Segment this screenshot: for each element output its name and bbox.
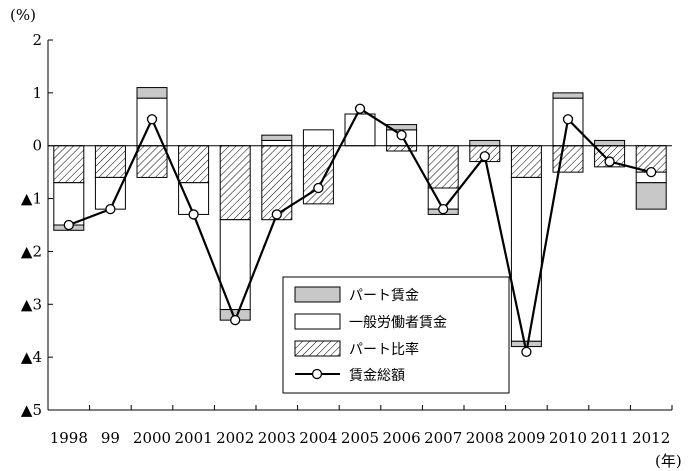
y-tick-label: 1 — [32, 84, 42, 102]
point-total-wage — [188, 209, 199, 220]
bar-part-wage — [594, 139, 626, 147]
bar-part-wage — [635, 182, 667, 210]
bar-part-wage — [136, 87, 168, 99]
bar-part-ratio — [386, 145, 418, 152]
legend-swatch-part-ratio — [294, 340, 341, 357]
x-unit-label: (年) — [655, 452, 682, 470]
bar-part-wage — [386, 124, 418, 131]
bar-general-wage — [53, 182, 85, 226]
legend-label-general-wage: 一般労働者賃金 — [349, 315, 447, 331]
x-tick-label: 1998 — [50, 429, 88, 447]
point-total-wage — [146, 114, 158, 125]
y-tick-label: 0 — [32, 137, 42, 155]
legend-label-total-wage: 賃金総額 — [349, 368, 405, 384]
bar-part-ratio — [427, 145, 459, 189]
bars-layer — [53, 87, 667, 348]
y-tick-label: ▲2 — [21, 242, 42, 260]
point-total-wage — [354, 103, 366, 114]
legend: パート賃金 一般労働者賃金 パート比率 賃金総額 — [282, 276, 510, 394]
point-total-wage — [63, 219, 74, 231]
point-total-wage — [230, 314, 241, 326]
bar-part-wage — [552, 92, 584, 99]
point-total-wage — [521, 346, 532, 358]
bar-general-wage — [510, 176, 542, 342]
point-total-wage — [271, 209, 282, 220]
legend-label-part-wage: パート賃金 — [349, 288, 419, 304]
x-tick-label: 2007 — [424, 429, 462, 447]
y-unit-label: (%) — [10, 6, 36, 24]
point-total-wage — [646, 166, 657, 178]
point-total-wage — [562, 114, 574, 125]
bar-part-ratio — [136, 145, 168, 178]
x-tick-label: 99 — [101, 429, 120, 447]
point-total-wage — [396, 129, 407, 141]
bar-general-wage — [302, 129, 334, 147]
x-tick-label: 2004 — [299, 429, 337, 447]
bar-part-ratio — [552, 145, 584, 173]
y-tick-label: ▲3 — [21, 295, 42, 313]
y-tick-label: ▲5 — [21, 401, 42, 419]
legend-swatch-general-wage — [294, 313, 341, 330]
legend-swatch-part-wage — [294, 286, 341, 303]
bar-general-wage — [261, 139, 293, 147]
x-tick-label: 2011 — [591, 429, 629, 447]
x-tick-label: 2002 — [216, 429, 254, 447]
x-tick-label: 2006 — [383, 429, 421, 447]
x-tick-label: 2008 — [466, 429, 504, 447]
x-tick-label: 2003 — [258, 429, 296, 447]
legend-swatch-total-marker — [311, 368, 323, 380]
y-tick-label: ▲4 — [21, 348, 42, 366]
bar-part-wage — [261, 134, 293, 141]
x-tick-label: 2005 — [341, 429, 379, 447]
bar-part-ratio — [178, 145, 210, 184]
point-total-wage — [313, 182, 324, 194]
bar-part-ratio — [53, 145, 85, 184]
y-tick-label: 2 — [32, 31, 42, 49]
bar-part-ratio — [94, 145, 126, 178]
bar-general-wage — [94, 176, 126, 210]
point-total-wage — [604, 156, 615, 167]
bar-part-ratio — [510, 145, 542, 178]
legend-label-part-ratio: パート比率 — [349, 341, 419, 358]
x-tick-label: 2000 — [133, 429, 171, 447]
bar-part-ratio — [219, 145, 251, 221]
point-total-wage — [438, 203, 449, 215]
bar-part-wage — [469, 139, 501, 147]
y-tick-label: ▲1 — [21, 190, 42, 208]
x-tick-label: 2010 — [549, 429, 587, 447]
x-tick-label: 2001 — [175, 429, 213, 447]
point-total-wage — [479, 151, 490, 162]
x-tick-label: 2012 — [632, 429, 670, 447]
line-layer — [63, 103, 657, 358]
point-total-wage — [105, 203, 116, 215]
x-tick-label: 2009 — [507, 429, 545, 447]
